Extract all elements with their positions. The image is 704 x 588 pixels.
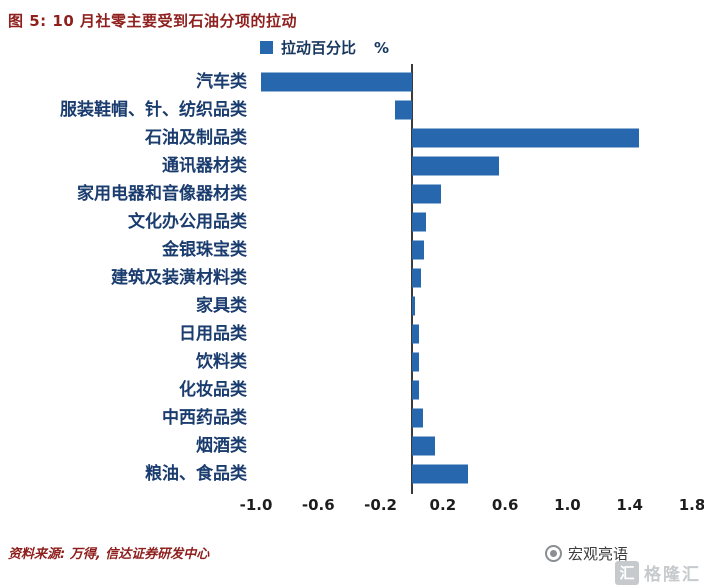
bar-row (256, 264, 692, 292)
bar-row (256, 404, 692, 432)
category-label: 汽车类 (196, 72, 247, 92)
bar-row (256, 292, 692, 320)
category-label: 化妆品类 (179, 380, 247, 400)
category-label: 通讯器材类 (162, 156, 247, 176)
category-label: 饮料类 (196, 352, 247, 372)
bar-row (256, 460, 692, 488)
x-tick-label: -0.2 (364, 496, 397, 514)
plot-area (256, 64, 692, 494)
bar (411, 156, 499, 176)
bar-row (256, 208, 692, 236)
bar-row (256, 432, 692, 460)
bar-row (256, 348, 692, 376)
bar (411, 184, 442, 204)
category-label: 粮油、食品类 (145, 464, 247, 484)
bar (260, 72, 412, 92)
bar (411, 296, 415, 316)
brand-logo-icon (544, 545, 562, 562)
bar-row (256, 68, 692, 96)
category-label: 石油及制品类 (145, 128, 247, 148)
category-label: 日用品类 (179, 324, 247, 344)
bar (411, 128, 640, 148)
bar-row (256, 96, 692, 124)
x-tick-label: 1.8 (678, 496, 704, 514)
bar-row (256, 152, 692, 180)
bar-row (256, 236, 692, 264)
bar (411, 324, 420, 344)
watermark-logo-icon: 汇 (615, 560, 639, 585)
category-label: 家用电器和音像器材类 (77, 184, 247, 204)
bar (394, 100, 412, 120)
bar-row (256, 320, 692, 348)
bar-row (256, 124, 692, 152)
bar-row (256, 180, 692, 208)
legend-unit: % (374, 38, 390, 57)
category-label: 金银珠宝类 (162, 240, 247, 260)
bar-row (256, 376, 692, 404)
watermark-text: 格隆汇 (644, 565, 701, 585)
ticks-spacer (8, 496, 256, 518)
x-axis-ticks: -1.0 -0.6 -0.2 0.2 0.6 1.0 1.4 1.8 (240, 496, 704, 518)
chart-title: 图 5: 10 月社零主要受到石油分项的拉动 (8, 12, 297, 30)
source-note: 资料来源: 万得, 信达证券研发中心 (8, 547, 210, 562)
category-label: 家具类 (196, 296, 247, 316)
bar (411, 380, 420, 400)
category-label: 文化办公用品类 (128, 212, 247, 232)
bar (411, 436, 436, 456)
category-label: 烟酒类 (196, 436, 247, 456)
x-tick-label: 1.0 (554, 496, 581, 514)
chart-legend: 拉动百分比 % (260, 37, 389, 58)
bar (411, 268, 422, 288)
legend-label: 拉动百分比 (281, 39, 357, 57)
category-label: 建筑及装潢材料类 (111, 268, 247, 288)
bar (411, 352, 420, 372)
bar (411, 212, 426, 232)
category-label: 中西药品类 (162, 408, 247, 428)
x-tick-label: -1.0 (239, 496, 273, 514)
x-tick-label: 0.6 (491, 496, 519, 514)
gelonghui-watermark: 汇 格隆汇 (615, 560, 701, 585)
bar (411, 408, 423, 428)
brand: 宏观亮语 (544, 543, 628, 564)
x-tick-label: 0.2 (429, 496, 457, 514)
bar (411, 464, 468, 484)
bar (411, 240, 425, 260)
x-tick-label: 1.4 (616, 496, 643, 514)
legend-color-swatch (260, 41, 273, 54)
bar-chart: 汽车类服装鞋帽、针、纺织品类石油及制品类通讯器材类家用电器和音像器材类文化办公用… (8, 64, 704, 518)
brand-name: 宏观亮语 (567, 545, 628, 563)
category-labels: 汽车类服装鞋帽、针、纺织品类石油及制品类通讯器材类家用电器和音像器材类文化办公用… (8, 68, 256, 488)
x-tick-label: -0.6 (301, 496, 335, 514)
category-label: 服装鞋帽、针、纺织品类 (60, 100, 247, 120)
